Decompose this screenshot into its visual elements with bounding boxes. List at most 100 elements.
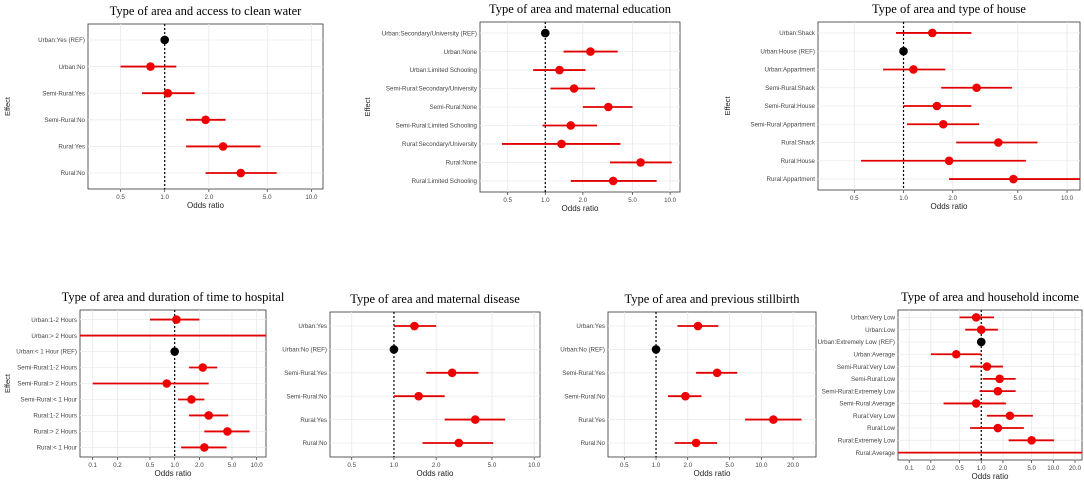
row-label: Semi-Rural:Very Low xyxy=(837,364,896,371)
or-point xyxy=(712,368,722,378)
row-label: Rural:No xyxy=(581,440,606,447)
panel-title: Type of area and access to clean water xyxy=(110,4,303,18)
row-label: Urban:Secondary/University (REF) xyxy=(382,30,477,37)
row-label: Rural:1-2 Hours xyxy=(33,413,77,420)
or-point xyxy=(993,423,1003,433)
x-axis-label: Odds ratio xyxy=(187,201,224,210)
x-axis-label: Odds ratio xyxy=(931,202,968,211)
x-tick-label: 0.1 xyxy=(88,462,97,469)
row-label: Urban:< 1 Hour (REF) xyxy=(16,349,77,356)
or-point xyxy=(162,379,172,388)
plot-area xyxy=(329,311,541,458)
row-label: Semi-Rural:No xyxy=(564,393,605,400)
x-tick-label: 0.5 xyxy=(503,197,512,204)
row-label: Rural:Appartment xyxy=(767,176,816,183)
row-label: Semi-Rural:Shack xyxy=(765,85,816,92)
x-tick-label: 10.0 xyxy=(1061,195,1074,202)
or-point xyxy=(218,142,228,151)
or-point xyxy=(187,395,196,404)
x-tick-label: 2.0 xyxy=(205,194,214,201)
reference-point xyxy=(651,345,661,354)
row-label: Rural:No xyxy=(303,440,328,447)
row-label: Rural:House xyxy=(781,158,816,165)
x-axis-label: Odds ratio xyxy=(562,204,599,213)
or-point xyxy=(163,88,173,98)
or-point xyxy=(586,47,595,56)
row-label: Semi-Rural:Secondary/University xyxy=(386,86,478,93)
x-tick-label: 5.0 xyxy=(488,462,497,469)
row-label: Urban:No (REF) xyxy=(282,347,327,354)
panel-1: Type of area and access to clean water Ur… xyxy=(3,4,324,210)
row-label: Urban:Very Low xyxy=(851,315,896,322)
row-label: Rural:Shack xyxy=(781,140,816,147)
or-point xyxy=(994,138,1003,147)
row-label: Semi-Rural:Appartment xyxy=(750,121,815,128)
row-label: Urban:No xyxy=(59,64,86,71)
row-label: Semi-Rural:Average xyxy=(839,401,895,408)
row-label: Rural:Low xyxy=(867,425,895,432)
x-tick-label: 2.0 xyxy=(579,197,588,204)
x-tick-label: 0.2 xyxy=(113,462,122,469)
or-point xyxy=(236,168,246,178)
or-point xyxy=(995,374,1004,384)
reference-point xyxy=(389,345,399,354)
or-point xyxy=(200,443,209,452)
x-tick-label: 0.5 xyxy=(116,194,125,201)
x-axis-label: Odds ratio xyxy=(694,469,731,478)
row-label: Rural:Yes xyxy=(58,144,85,151)
or-point xyxy=(1009,174,1018,184)
x-tick-label: 1.0 xyxy=(390,462,399,469)
panel-title: Type of area and maternal education xyxy=(489,2,672,16)
or-point xyxy=(557,139,566,149)
x-tick-label: 0.5 xyxy=(850,195,859,202)
row-label: Urban:No (REF) xyxy=(560,347,605,354)
plot-area xyxy=(897,309,1083,461)
x-tick-label: 2.0 xyxy=(432,462,441,469)
reference-point xyxy=(170,347,179,356)
x-tick-label: 2.0 xyxy=(683,462,692,469)
y-axis-label: Effect xyxy=(363,97,372,117)
plot-area xyxy=(87,23,324,190)
or-point xyxy=(1027,436,1036,445)
x-tick-label: 2.0 xyxy=(948,195,957,202)
row-label: Rural:Limited Schooling xyxy=(412,178,478,185)
or-point xyxy=(993,386,1003,396)
or-point xyxy=(555,65,564,75)
panel-title: Type of area and type of house xyxy=(872,2,1026,16)
panel-3: Type of area and type of house Urban:Shac… xyxy=(723,2,1081,211)
y-axis-label: Effect xyxy=(3,373,12,393)
or-point xyxy=(604,102,613,112)
row-label: Rural:< 1 Hour xyxy=(37,445,77,452)
row-label: Semi-Rural:No xyxy=(286,393,327,400)
x-tick-label: 5.0 xyxy=(1014,195,1023,202)
x-tick-label: 10.0 xyxy=(528,462,541,469)
row-label: Urban:House (REF) xyxy=(760,48,815,55)
reference-point xyxy=(540,28,550,38)
row-label: Semi-Rural:Yes xyxy=(284,370,327,377)
or-point xyxy=(566,121,576,130)
x-tick-label: 10.0 xyxy=(1047,465,1060,472)
x-tick-label: 2.0 xyxy=(195,462,204,469)
row-label: Urban:None xyxy=(444,49,478,56)
panel-6: Type of area and previous stillbirth Urba… xyxy=(560,292,817,478)
or-point xyxy=(201,115,210,125)
or-point xyxy=(608,176,618,186)
or-point xyxy=(976,325,986,334)
grid xyxy=(480,22,680,192)
x-tick-label: 0.5 xyxy=(347,462,356,469)
x-tick-label: 1.0 xyxy=(160,194,169,201)
x-axis-label: Odds ratio xyxy=(972,472,1009,480)
panel-2: Type of area and maternal education Urban… xyxy=(363,2,681,213)
or-point xyxy=(414,391,423,401)
row-label: Semi-Rural:> 2 Hours xyxy=(17,381,77,388)
or-point xyxy=(198,363,208,372)
row-label: Urban:Shack xyxy=(779,30,816,37)
or-point xyxy=(932,101,942,111)
or-point xyxy=(944,156,954,166)
or-point xyxy=(909,65,918,74)
row-label: Rural:Very Low xyxy=(853,413,895,420)
or-point xyxy=(971,399,981,408)
row-label: Urban:Appartment xyxy=(764,67,815,74)
y-axis-label: Effect xyxy=(3,96,12,116)
row-label: Rural:Extremely Low xyxy=(838,438,896,445)
